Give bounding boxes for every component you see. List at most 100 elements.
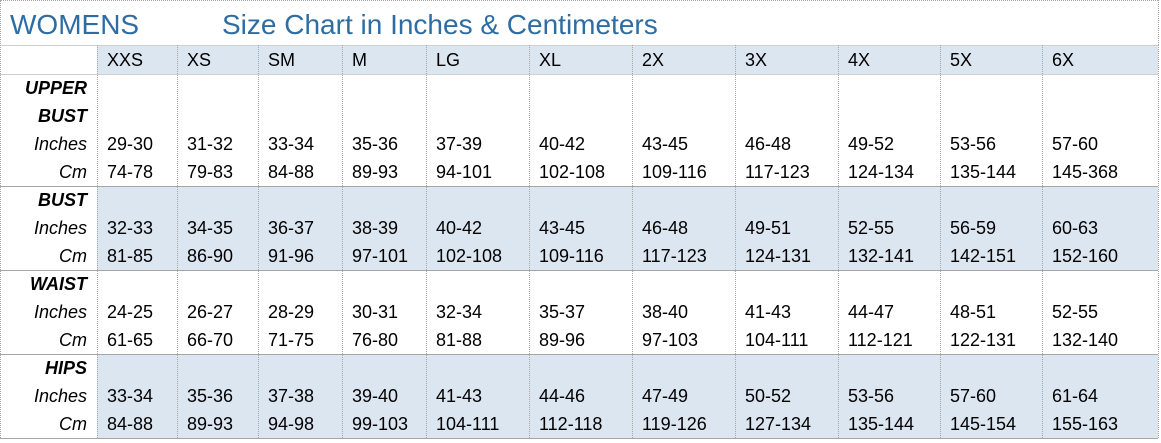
value-cell: 52-55 — [848, 218, 895, 238]
column-rule — [177, 45, 178, 438]
outer-rule — [1158, 0, 1159, 45]
row-label: Inches — [33, 386, 87, 406]
value-cell: 49-51 — [745, 218, 792, 238]
size-header: XL — [539, 50, 562, 70]
row-label: Inches — [33, 218, 87, 238]
value-cell: 32-33 — [107, 218, 154, 238]
size-header: 4X — [848, 50, 871, 70]
value-cell: 102-108 — [436, 246, 503, 266]
value-cell: 104-111 — [436, 414, 500, 434]
value-cell: 94-101 — [436, 162, 493, 182]
column-rule — [426, 45, 427, 438]
value-cell: 135-144 — [950, 162, 1017, 182]
subtitle: Size Chart in Inches & Centimeters — [222, 9, 658, 40]
value-cell: 41-43 — [436, 386, 483, 406]
value-cell: 89-96 — [539, 330, 586, 350]
value-cell: 34-35 — [187, 218, 234, 238]
value-cell: 30-31 — [352, 302, 399, 322]
value-cell: 43-45 — [642, 134, 689, 154]
value-cell: 81-88 — [436, 330, 483, 350]
value-cell: 74-78 — [107, 162, 154, 182]
top-rule — [0, 0, 1158, 1]
title: WOMENS — [10, 9, 140, 40]
value-cell: 43-45 — [539, 218, 586, 238]
row-label: Inches — [33, 134, 87, 154]
value-cell: 112-121 — [848, 330, 913, 350]
size-header: 3X — [745, 50, 768, 70]
value-cell: 35-36 — [187, 386, 234, 406]
value-cell: 40-42 — [539, 134, 586, 154]
value-cell: 135-144 — [848, 414, 915, 434]
value-cell: 66-70 — [187, 330, 234, 350]
size-header: 6X — [1052, 50, 1075, 70]
value-cell: 127-134 — [745, 414, 812, 434]
value-cell: 97-101 — [352, 246, 409, 266]
value-cell: 117-123 — [745, 162, 810, 182]
value-cell: 89-93 — [187, 414, 234, 434]
value-cell: 29-30 — [107, 134, 154, 154]
value-cell: 145-154 — [950, 414, 1017, 434]
section-label: BUST — [38, 190, 87, 210]
value-cell: 41-43 — [745, 302, 792, 322]
value-cell: 36-37 — [268, 218, 315, 238]
value-cell: 39-40 — [352, 386, 399, 406]
value-cell: 57-60 — [950, 386, 997, 406]
value-cell: 53-56 — [848, 386, 895, 406]
value-cell: 57-60 — [1052, 134, 1099, 154]
value-cell: 61-64 — [1052, 386, 1099, 406]
value-cell: 44-47 — [848, 302, 895, 322]
value-cell: 109-116 — [642, 162, 707, 182]
column-rule — [97, 45, 98, 438]
value-cell: 38-40 — [642, 302, 689, 322]
value-cell: 124-131 — [745, 246, 812, 266]
column-rule — [1042, 45, 1043, 438]
value-cell: 122-131 — [950, 330, 1017, 350]
row-label: Cm — [59, 246, 87, 266]
row-label: Cm — [59, 330, 87, 350]
value-cell: 32-34 — [436, 302, 483, 322]
value-cell: 155-163 — [1052, 414, 1119, 434]
size-header: M — [352, 50, 367, 70]
size-header: 2X — [642, 50, 665, 70]
value-cell: 102-108 — [539, 162, 606, 182]
size-header: LG — [436, 50, 461, 70]
value-cell: 53-56 — [950, 134, 997, 154]
value-cell: 56-59 — [950, 218, 997, 238]
size-header: SM — [268, 50, 295, 70]
column-rule — [342, 45, 343, 438]
value-cell: 89-93 — [352, 162, 399, 182]
section-label: BUST — [38, 106, 87, 126]
section-band — [97, 354, 1158, 438]
value-cell: 132-141 — [848, 246, 915, 266]
column-rule — [1158, 45, 1159, 438]
value-cell: 117-123 — [642, 246, 707, 266]
value-cell: 37-38 — [268, 386, 315, 406]
bottom-rule — [0, 438, 1158, 439]
value-cell: 84-88 — [107, 414, 154, 434]
value-cell: 76-80 — [352, 330, 399, 350]
column-rule — [258, 45, 259, 438]
value-cell: 35-36 — [352, 134, 399, 154]
column-rule — [735, 45, 736, 438]
header-band — [97, 45, 1158, 74]
value-cell: 86-90 — [187, 246, 234, 266]
value-cell: 79-83 — [187, 162, 234, 182]
section-rule — [0, 186, 1158, 187]
section-band — [97, 186, 1158, 270]
value-cell: 31-32 — [187, 134, 234, 154]
value-cell: 109-116 — [539, 246, 604, 266]
title-rule — [0, 45, 1158, 46]
row-label: Inches — [33, 302, 87, 322]
value-cell: 145-368 — [1052, 162, 1119, 182]
value-cell: 71-75 — [268, 330, 315, 350]
header-rule — [0, 74, 1158, 75]
value-cell: 97-103 — [642, 330, 699, 350]
value-cell: 46-48 — [745, 134, 792, 154]
column-rule — [529, 45, 530, 438]
value-cell: 152-160 — [1052, 246, 1119, 266]
value-cell: 38-39 — [352, 218, 399, 238]
value-cell: 40-42 — [436, 218, 483, 238]
value-cell: 47-49 — [642, 386, 689, 406]
value-cell: 26-27 — [187, 302, 234, 322]
value-cell: 49-52 — [848, 134, 895, 154]
